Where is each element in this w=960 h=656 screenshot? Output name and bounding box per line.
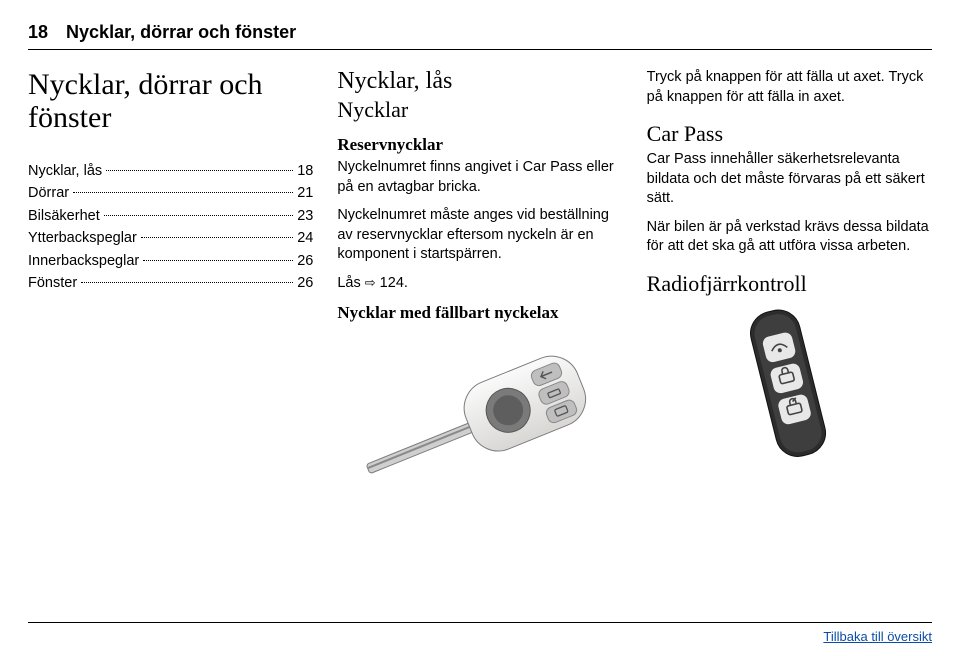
toc-page: 26 — [297, 250, 313, 272]
paragraph: Car Pass innehåller säkerhetsrelevanta b… — [647, 150, 932, 209]
toc-label: Bilsäkerhet — [28, 205, 100, 227]
top-rule — [28, 49, 932, 50]
toc-page: 26 — [297, 272, 313, 294]
remote-illustration — [739, 303, 839, 463]
toc-page: 23 — [297, 205, 313, 227]
heading-level-3: Nycklar — [337, 97, 622, 123]
heading-level-4: Reservnycklar — [337, 135, 622, 155]
column-1: Nycklar, dörrar och fönster Nycklar, lås… — [28, 68, 313, 491]
toc-row: Fönster 26 — [28, 272, 313, 294]
page-footer: Tillbaka till översikt — [28, 622, 932, 644]
page-header: 18 Nycklar, dörrar och fönster — [28, 22, 932, 43]
heading-level-2: Nycklar, lås — [337, 68, 622, 95]
columns: Nycklar, dörrar och fönster Nycklar, lås… — [28, 68, 932, 491]
paragraph: Nyckelnumret måste anges vid beställning… — [337, 206, 622, 265]
toc-page: 24 — [297, 227, 313, 249]
toc-label: Innerbackspeglar — [28, 250, 139, 272]
column-2: Nycklar, lås Nycklar Reservnycklar Nycke… — [337, 68, 622, 491]
toc-dots — [141, 237, 293, 238]
toc-page: 18 — [297, 160, 313, 182]
toc-row: Ytterbackspeglar 24 — [28, 227, 313, 249]
heading-level-3: Radiofjärrkontroll — [647, 271, 932, 297]
bottom-rule — [28, 622, 932, 623]
page-number: 18 — [28, 22, 48, 43]
toc-label: Ytterbackspeglar — [28, 227, 137, 249]
text: 124. — [376, 275, 408, 291]
toc-label: Nycklar, lås — [28, 160, 102, 182]
back-to-overview-link[interactable]: Tillbaka till översikt — [28, 629, 932, 644]
toc-dots — [104, 215, 293, 216]
toc-label: Fönster — [28, 272, 77, 294]
column-3: Tryck på knappen för att fälla ut axet. … — [647, 68, 932, 491]
paragraph: Lås ⇨ 124. — [337, 274, 622, 294]
paragraph: När bilen är på verkstad krävs dessa bil… — [647, 218, 932, 257]
paragraph: Nyckelnumret finns angivet i Car Pass el… — [337, 158, 622, 197]
page-container: 18 Nycklar, dörrar och fönster Nycklar, … — [0, 0, 960, 656]
toc-dots — [143, 260, 293, 261]
heading-level-4: Nycklar med fällbart nyckelax — [337, 303, 622, 323]
key-illustration — [350, 331, 610, 491]
paragraph: Tryck på knappen för att fälla ut axet. … — [647, 68, 932, 107]
toc-row: Innerbackspeglar 26 — [28, 250, 313, 272]
header-title: Nycklar, dörrar och fönster — [66, 22, 296, 43]
toc-dots — [81, 282, 293, 283]
text: Lås — [337, 275, 364, 291]
toc-page: 21 — [297, 182, 313, 204]
toc-row: Nycklar, lås 18 — [28, 160, 313, 182]
toc-dots — [106, 170, 293, 171]
section-big-title: Nycklar, dörrar och fönster — [28, 68, 313, 134]
toc-row: Dörrar 21 — [28, 182, 313, 204]
toc-dots — [73, 192, 293, 193]
heading-level-3: Car Pass — [647, 121, 932, 147]
page-ref-icon: ⇨ — [365, 275, 376, 290]
toc-row: Bilsäkerhet 23 — [28, 205, 313, 227]
toc-label: Dörrar — [28, 182, 69, 204]
